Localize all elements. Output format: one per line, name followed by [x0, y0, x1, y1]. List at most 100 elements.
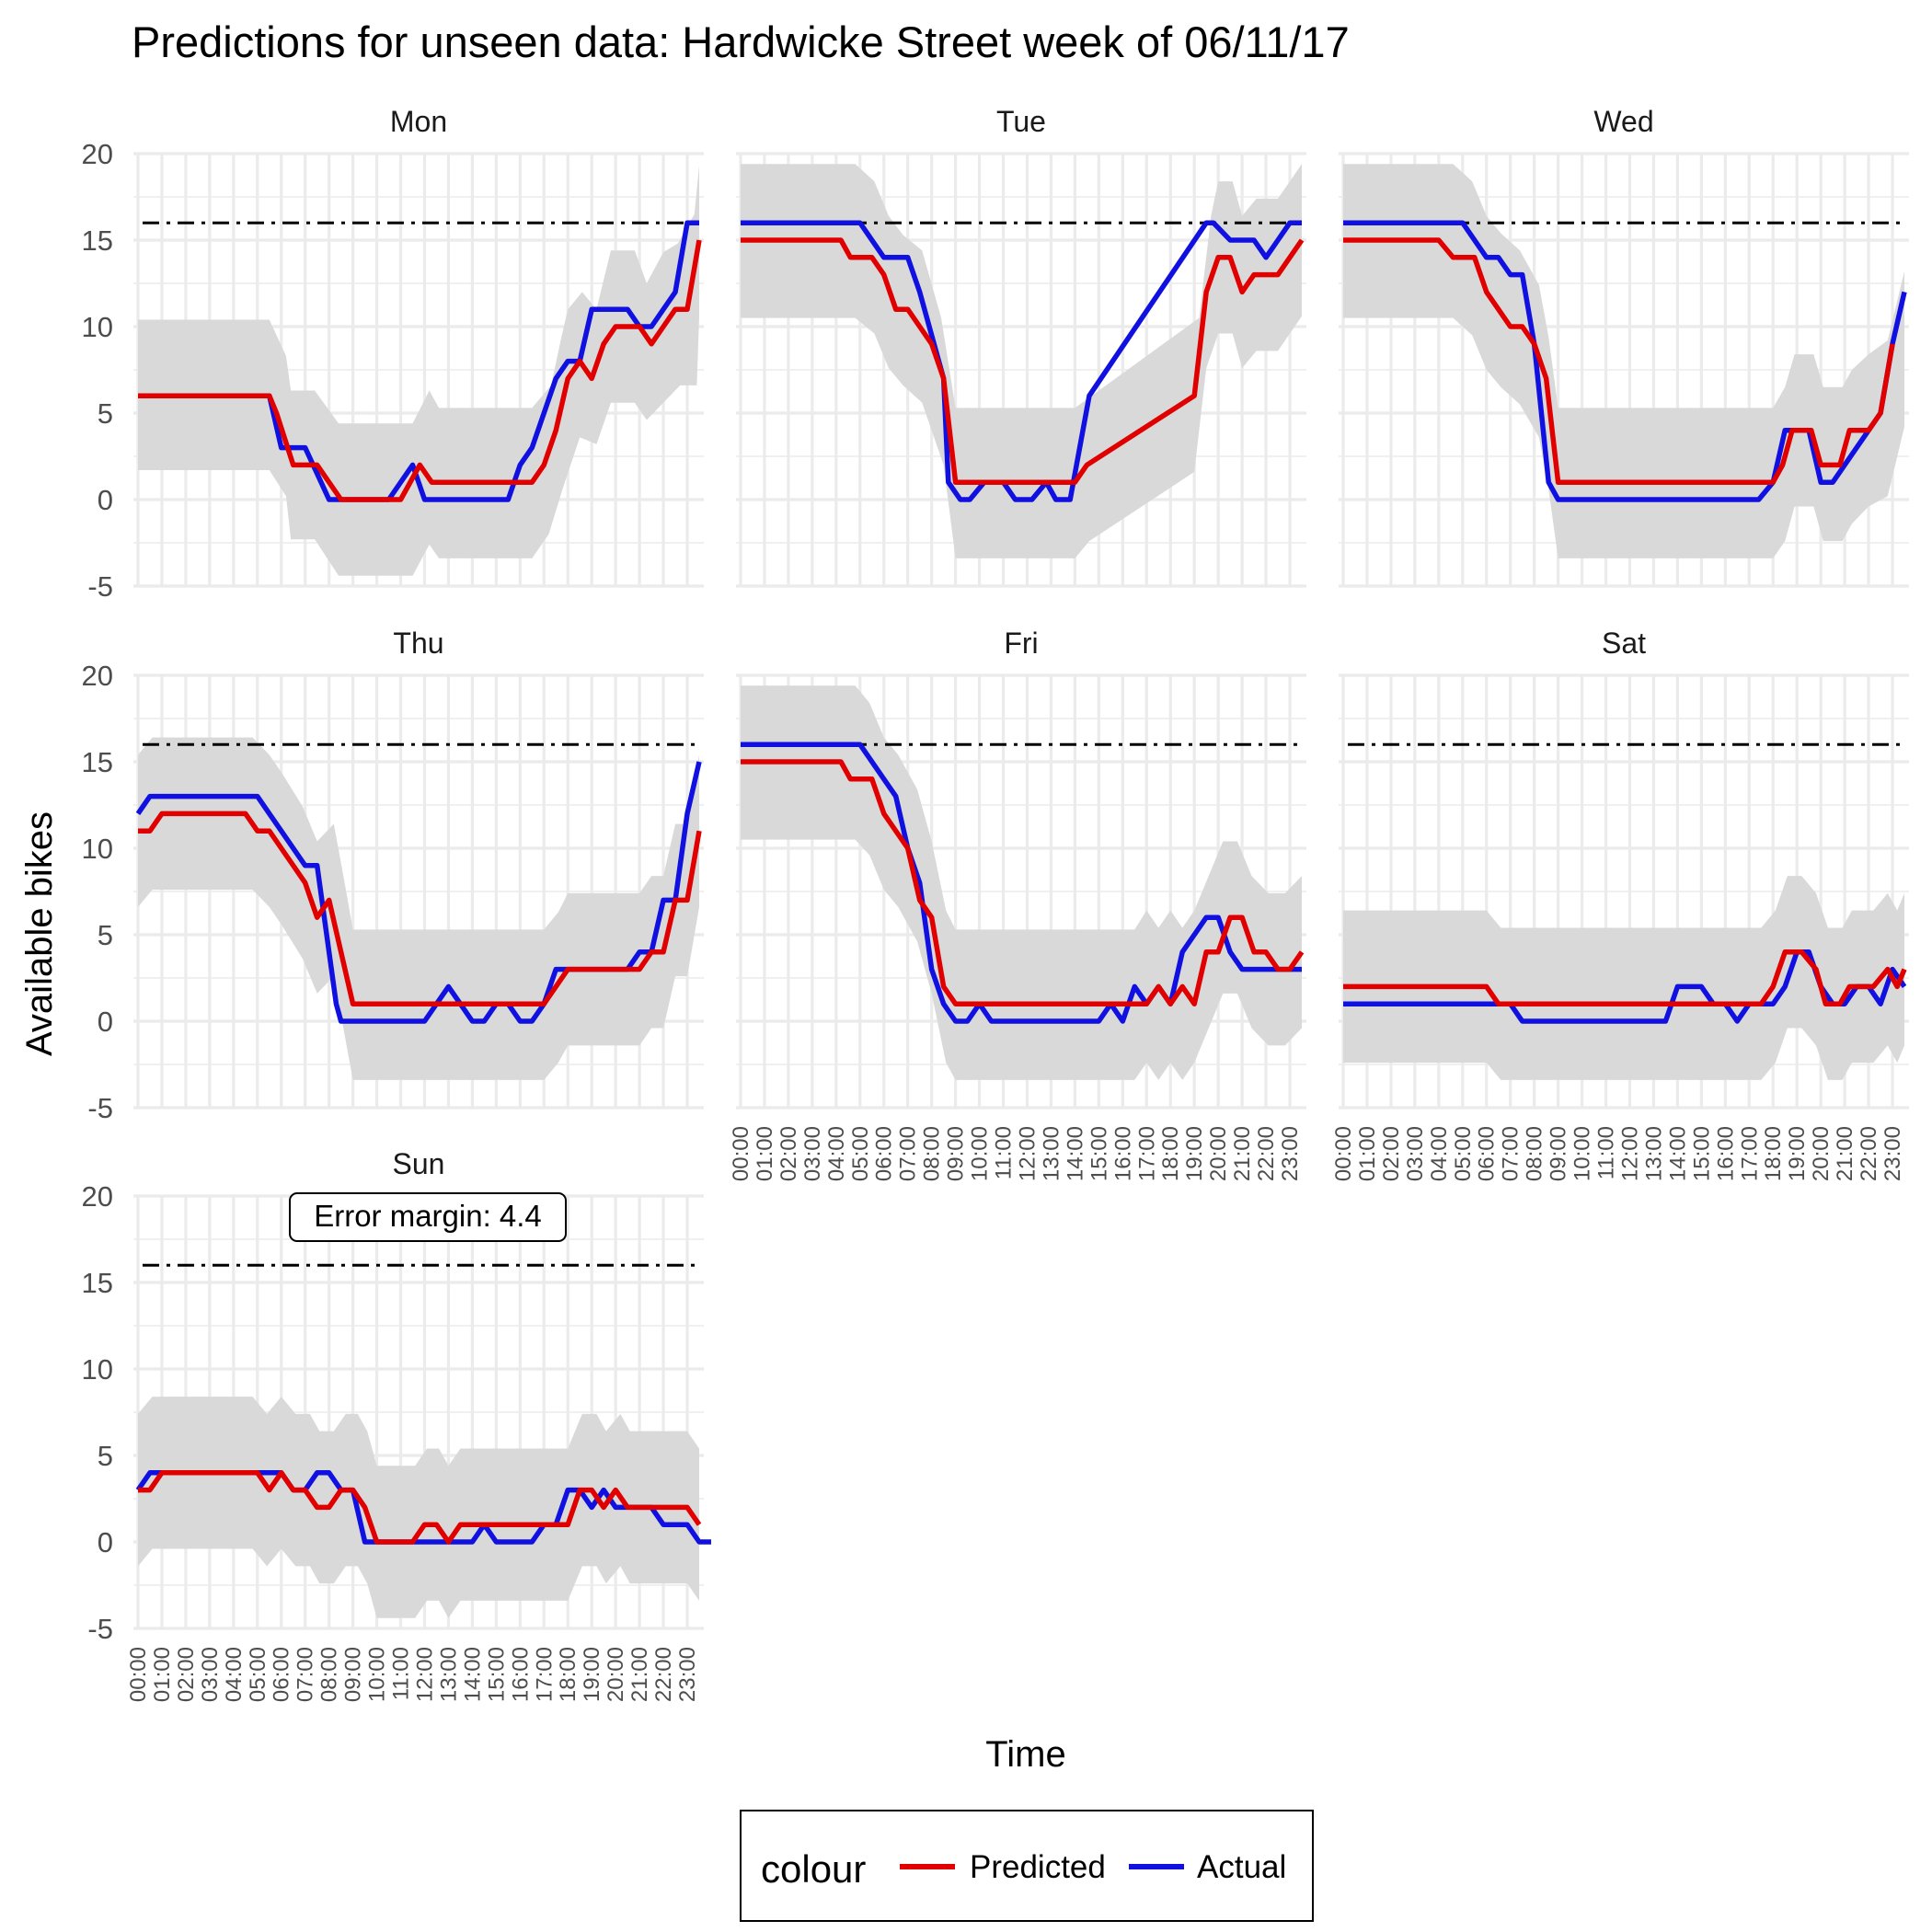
x-tick-label: 13:00	[436, 1647, 461, 1702]
x-tick-label: 04:00	[222, 1647, 247, 1702]
panel-strip-label: Tue	[996, 105, 1046, 138]
x-tick-label: 23:00	[1880, 1126, 1905, 1181]
x-tick-label: 02:00	[1379, 1126, 1404, 1181]
y-tick-label: 0	[98, 1006, 113, 1038]
x-tick-label: 16:00	[1110, 1126, 1135, 1181]
panel-tue: Tue	[736, 105, 1306, 588]
y-tick-label: 15	[82, 224, 113, 257]
x-tick-label: 18:00	[1761, 1126, 1786, 1181]
y-tick-label: 20	[82, 660, 113, 692]
error-band	[1343, 164, 1904, 558]
x-tick-label: 03:00	[198, 1647, 223, 1702]
y-tick-label: 20	[82, 1180, 113, 1213]
x-tick-label: 06:00	[872, 1126, 897, 1181]
error-band	[741, 685, 1302, 1080]
chart-title: Predictions for unseen data: Hardwicke S…	[132, 17, 1350, 66]
panel-strip-label: Thu	[393, 627, 443, 660]
legend-title: colour	[761, 1847, 866, 1891]
x-tick-label: 22:00	[1857, 1126, 1881, 1181]
x-tick-label: 20:00	[1809, 1126, 1834, 1181]
x-tick-label: 10:00	[1570, 1126, 1595, 1181]
x-tick-label: 13:00	[1039, 1126, 1064, 1181]
series-line-actual	[741, 220, 1302, 502]
x-tick-label: 22:00	[651, 1647, 676, 1702]
x-tick-label: 15:00	[484, 1647, 509, 1702]
x-tick-label: 07:00	[1499, 1126, 1524, 1181]
x-tick-label: 12:00	[1015, 1126, 1040, 1181]
series-line-actual	[135, 761, 702, 1024]
x-tick-label: 17:00	[1134, 1126, 1159, 1181]
facet-panels: Mon 20 15 10 5 0 -5 Tue Wed Thu 20 15 10 5 0 -5 Fri 00:00…	[82, 105, 1909, 1702]
y-tick-label: 15	[82, 746, 113, 778]
series-line-predicted	[1343, 949, 1907, 1006]
x-tick-label: 11:00	[992, 1126, 1017, 1179]
panel-wed: Wed	[1339, 105, 1909, 588]
x-axis-title: Time	[985, 1734, 1065, 1775]
x-tick-label: 09:00	[944, 1126, 969, 1181]
x-tick-label: 02:00	[174, 1647, 199, 1702]
legend-label-predicted: Predicted	[970, 1849, 1106, 1885]
y-tick-label: 10	[82, 1353, 113, 1386]
x-tick-label: 08:00	[920, 1126, 945, 1181]
x-tick-label: 00:00	[1331, 1126, 1356, 1181]
x-tick-label: 10:00	[968, 1126, 993, 1181]
x-tick-label: 00:00	[729, 1126, 753, 1181]
series-line-predicted	[1343, 237, 1895, 485]
x-tick-label: 00:00	[126, 1647, 151, 1702]
panel-thu: Thu 20 15 10 5 0 -5	[82, 627, 704, 1124]
x-tick-label: 08:00	[317, 1647, 342, 1702]
x-tick-label: 07:00	[293, 1647, 318, 1702]
annotation-label: Error margin: 4.4	[314, 1199, 542, 1233]
x-tick-label: 18:00	[1158, 1126, 1183, 1181]
x-tick-label: 19:00	[1182, 1126, 1207, 1181]
panel-strip-label: Wed	[1593, 105, 1653, 138]
x-tick-label: 02:00	[776, 1126, 801, 1181]
x-tick-label: 16:00	[1713, 1126, 1738, 1181]
panel-strip-label: Sun	[393, 1147, 445, 1180]
x-tick-label: 19:00	[1785, 1126, 1810, 1181]
x-tick-label: 09:00	[1547, 1126, 1571, 1181]
series-line-predicted	[741, 237, 1305, 485]
x-tick-label: 19:00	[580, 1647, 604, 1702]
x-tick-label: 20:00	[1206, 1126, 1231, 1181]
panel-fri: Fri 00:0001:0002:0003:0004:0005:0006:0007…	[729, 627, 1306, 1181]
x-tick-label: 14:00	[1063, 1126, 1087, 1181]
error-band	[1343, 876, 1904, 1080]
y-tick-label: 5	[98, 397, 113, 430]
x-tick-label: 01:00	[753, 1126, 777, 1181]
annotation-box	[289, 1192, 567, 1242]
y-tick-label: -5	[87, 1092, 113, 1124]
x-tick-label: 18:00	[556, 1647, 581, 1702]
x-tick-label: 22:00	[1254, 1126, 1279, 1181]
x-tick-label: 06:00	[270, 1647, 294, 1702]
y-tick-label: 10	[82, 311, 113, 343]
series-line-actual	[138, 220, 699, 502]
x-tick-label: 01:00	[150, 1647, 175, 1702]
x-tick-label: 05:00	[246, 1647, 270, 1702]
panel-strip-label: Sat	[1602, 627, 1646, 660]
x-tick-label: 04:00	[1427, 1126, 1452, 1181]
x-tick-label: 23:00	[1278, 1126, 1303, 1181]
panel-sun: Sun 20 15 10 5 0 -5 00:0001:0002:0003:0004:0005…	[82, 1147, 711, 1702]
x-tick-label: 10:00	[365, 1647, 390, 1702]
panel-mon: Mon 20 15 10 5 0 -5	[82, 105, 704, 603]
x-tick-label: 13:00	[1641, 1126, 1666, 1181]
x-tick-label: 15:00	[1689, 1126, 1714, 1181]
error-band	[138, 1397, 699, 1618]
x-tick-label: 21:00	[1230, 1126, 1255, 1181]
x-tick-label: 17:00	[532, 1647, 557, 1702]
y-tick-label: 5	[98, 919, 113, 951]
y-tick-label: 0	[98, 484, 113, 516]
x-tick-label: 01:00	[1355, 1126, 1380, 1181]
y-tick-label: 10	[82, 833, 113, 865]
y-axis-title: Available bikes	[19, 811, 60, 1056]
y-tick-label: 20	[82, 138, 113, 170]
x-tick-label: 15:00	[1087, 1126, 1111, 1181]
x-tick-label: 16:00	[508, 1647, 533, 1702]
panel-sat: Sat 00:0001:0002:0003:0004:0005:0006:0007…	[1331, 627, 1909, 1181]
y-tick-label: -5	[87, 570, 113, 603]
x-tick-label: 07:00	[896, 1126, 921, 1181]
y-tick-label: 15	[82, 1267, 113, 1299]
legend-box	[740, 1810, 1314, 1922]
x-tick-label: 05:00	[1451, 1126, 1476, 1181]
